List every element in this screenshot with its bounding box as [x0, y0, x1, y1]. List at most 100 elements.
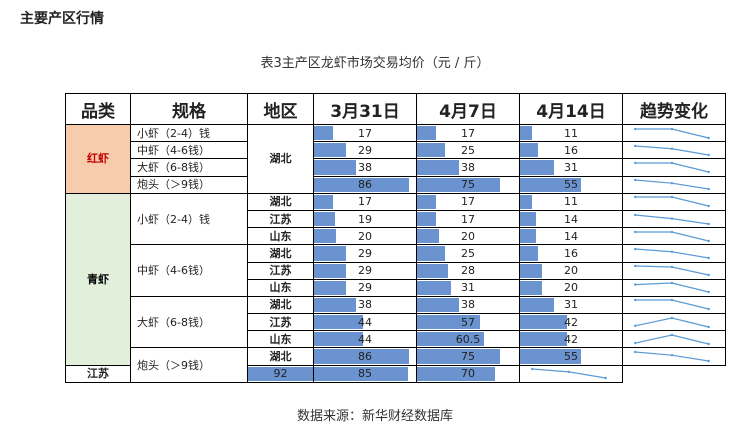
trend-line	[635, 299, 709, 311]
price-table: 品类 规格 地区 3月31日 4月7日 4月14日 趋势变化 红虾 小虾（2-4）…	[65, 93, 726, 384]
trend-sparkline	[634, 213, 710, 225]
trend-point	[707, 153, 710, 156]
trend-point	[634, 350, 637, 354]
trend-point	[707, 187, 710, 191]
region-cell: 湖北	[247, 244, 314, 263]
trend-point	[707, 136, 710, 139]
data-bar	[520, 211, 536, 227]
trend-line	[532, 368, 606, 379]
trend-point	[670, 265, 674, 269]
price-value: 55	[564, 178, 578, 192]
spec-cell: 中虾（4-6钱）	[130, 141, 248, 160]
price-value: 20	[564, 281, 578, 295]
trend-point	[634, 178, 637, 182]
table-row: 炮头（＞9钱） 86 75 55	[66, 175, 726, 194]
price-value: 75	[461, 178, 475, 192]
header-date-2: 4月7日	[416, 93, 520, 125]
price-cell: 19	[313, 209, 417, 229]
data-bar	[417, 246, 445, 261]
trend-sparkline	[634, 230, 710, 242]
trend-sparkline	[634, 144, 710, 156]
region-cell: 山东	[247, 330, 314, 349]
price-value: 29	[358, 246, 372, 260]
price-cell: 75	[416, 347, 520, 366]
header-spec: 规格	[130, 93, 248, 125]
trend-point	[707, 291, 710, 294]
trend-line	[635, 282, 709, 293]
price-value: 44	[358, 332, 372, 346]
trend-point	[670, 354, 674, 357]
table-row: 大虾（6-8钱） 湖北 38 38 31	[66, 295, 726, 349]
price-cell: 86	[313, 347, 417, 366]
price-value: 20	[564, 264, 578, 278]
trend-sparkline	[634, 196, 710, 208]
region-cell: 山东	[247, 227, 314, 246]
trend-sparkline	[634, 127, 710, 139]
table-row: 山东 20 20 14	[66, 227, 726, 246]
price-value: 86	[358, 178, 372, 192]
spec-cell: 大虾（6-8钱）	[130, 158, 248, 177]
data-bar	[314, 211, 336, 227]
data-bar	[314, 194, 333, 209]
price-value: 14	[564, 212, 578, 226]
price-cell: 28	[416, 261, 520, 280]
price-value: 29	[358, 281, 372, 295]
header-row: 品类 规格 地区 3月31日 4月7日 4月14日 趋势变化	[65, 93, 726, 125]
table-row: 红虾 小虾（2-4）钱 湖北 17 17 11	[65, 123, 726, 194]
data-bar	[417, 160, 460, 175]
price-cell: 86	[313, 175, 417, 194]
price-cell: 31	[519, 295, 623, 315]
trend-sparkline	[634, 333, 710, 346]
category-cell: 青虾	[65, 192, 131, 366]
data-bar	[520, 280, 543, 295]
price-cell: 38	[416, 158, 520, 177]
data-bar	[314, 263, 347, 278]
trend-line	[635, 231, 709, 242]
trend-sparkline	[634, 350, 710, 363]
spec-cell: 中虾（4-6钱）	[130, 244, 248, 297]
price-cell: 44	[313, 313, 417, 332]
price-cell: 55	[519, 347, 623, 366]
price-value: 16	[564, 246, 578, 260]
trend-point	[670, 333, 674, 337]
region-cell: 湖北	[247, 124, 314, 194]
trend-line	[635, 196, 709, 207]
price-value: 57	[461, 315, 475, 329]
price-value: 31	[461, 281, 475, 295]
price-cell: 20	[416, 227, 520, 246]
spec-cell: 小虾（2-4）钱	[130, 123, 248, 143]
data-bar	[520, 349, 581, 364]
data-bar	[417, 349, 501, 364]
trend-point	[634, 341, 637, 345]
price-cell: 38	[416, 295, 520, 315]
trend-cell	[622, 295, 726, 315]
price-value: 17	[358, 195, 372, 209]
data-bar	[314, 160, 357, 175]
data-bar	[314, 177, 410, 192]
data-bar	[520, 177, 581, 192]
trend-point	[707, 273, 710, 277]
trend-point	[634, 247, 637, 251]
price-cell: 29	[313, 261, 417, 280]
price-cell: 55	[519, 175, 623, 194]
trend-point	[707, 222, 710, 225]
trend-point	[634, 213, 637, 216]
trend-point	[567, 370, 571, 374]
table-row: 中虾（4-6钱） 湖北 29 25 16	[66, 244, 726, 297]
price-value: 42	[564, 332, 578, 346]
category-cell: 红虾	[65, 124, 131, 194]
price-value: 38	[461, 298, 475, 312]
trend-line	[635, 127, 709, 139]
price-value: 70	[461, 367, 475, 381]
region-cell: 湖北	[247, 347, 314, 366]
trend-point	[707, 308, 710, 311]
price-cell: 17	[313, 123, 417, 143]
data-bar	[520, 332, 567, 347]
trend-point	[670, 196, 674, 199]
table-row: 江苏 29 28 20	[66, 261, 726, 280]
spec-cell: 炮头（＞9钱）	[130, 347, 248, 383]
trend-point	[707, 239, 710, 242]
data-bar	[417, 263, 449, 278]
trend-cell	[622, 244, 726, 263]
data-bar	[314, 280, 347, 295]
